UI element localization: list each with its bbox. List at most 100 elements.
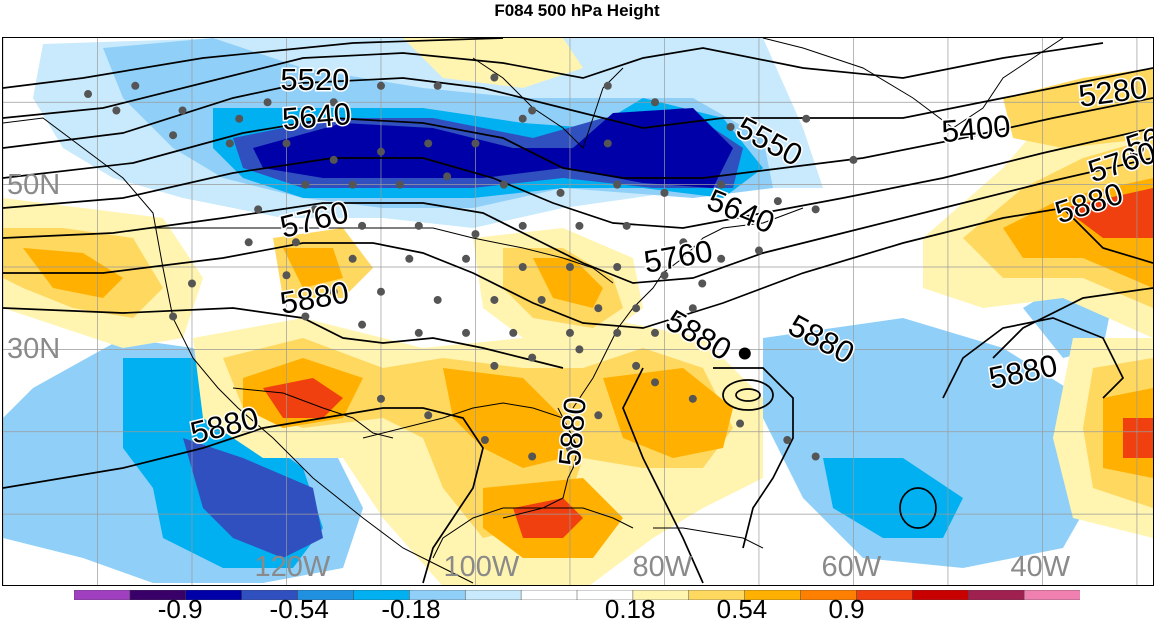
height-contour <box>3 157 1153 284</box>
observation-dot <box>376 287 385 296</box>
observation-dot <box>651 378 660 387</box>
observation-dot <box>802 114 811 123</box>
contour-label: 5760 <box>641 233 715 279</box>
observation-dot <box>395 180 404 189</box>
observation-dot <box>717 254 726 263</box>
observation-dot <box>462 254 471 263</box>
observation-dot <box>783 436 792 445</box>
observation-dot <box>528 106 537 115</box>
observation-dot <box>376 81 385 90</box>
observation-dot <box>528 353 537 362</box>
caribbean-islands <box>653 527 764 549</box>
observation-dot <box>376 147 385 156</box>
height-contour <box>3 97 1153 179</box>
contour-label: 5520 <box>280 62 349 97</box>
observation-dot <box>679 238 688 247</box>
anomaly-positive-greatlakes <box>533 258 603 308</box>
height-contour <box>3 42 1104 119</box>
observation-dot <box>773 197 782 206</box>
north-america-west-coast <box>3 117 474 584</box>
height-contour <box>722 379 774 411</box>
observation-dot <box>424 139 433 148</box>
height-contour <box>3 127 1153 229</box>
colorbar-swatch <box>1023 590 1080 600</box>
observation-dot <box>660 188 669 197</box>
florida-coast <box>557 407 579 469</box>
gulf-coast <box>362 402 579 559</box>
colorbar <box>74 590 1080 600</box>
height-contour <box>3 407 484 584</box>
contour-label: 5400 <box>940 108 1012 149</box>
observation-dot <box>518 263 527 272</box>
height-contour <box>992 287 1153 359</box>
observation-dot <box>462 328 471 337</box>
us-canada-border <box>153 227 614 284</box>
observation-dot <box>736 419 745 428</box>
colorbar-label: -0.54 <box>269 594 329 624</box>
observation-dot <box>518 221 527 230</box>
observation-dot <box>594 411 603 420</box>
height-contour <box>622 367 704 584</box>
observation-dot <box>433 295 442 304</box>
observation-dot <box>651 98 660 107</box>
observation-dot <box>575 345 584 354</box>
observation-dot <box>225 139 234 148</box>
height-contour <box>3 307 564 369</box>
anomaly-positive-north <box>1003 68 1153 148</box>
observation-dot <box>433 81 442 90</box>
observation-dot <box>594 304 603 313</box>
observation-dot <box>499 180 508 189</box>
hudson-bay <box>472 57 624 149</box>
observation-dot <box>329 155 338 164</box>
anomaly-negative-pacific <box>183 438 323 558</box>
observation-dot <box>565 444 574 453</box>
greenland <box>762 38 1064 129</box>
contour-label: 5880 <box>552 396 593 468</box>
observation-dot <box>471 139 480 148</box>
longitude-label: 40W <box>1010 551 1071 583</box>
anomaly-negative-atlantic <box>823 458 963 538</box>
observation-dot <box>424 411 433 420</box>
observation-dot <box>244 238 253 247</box>
observation-dot <box>754 246 763 255</box>
observation-dot <box>726 122 735 131</box>
height-contour <box>713 367 794 549</box>
us-mexico-border <box>232 387 394 439</box>
observation-dot <box>660 271 669 280</box>
contour-label: 5640 <box>281 96 353 137</box>
observation-dot <box>565 328 574 337</box>
observation-dot <box>187 279 196 288</box>
observation-dot <box>301 180 310 189</box>
observation-dot <box>688 394 697 403</box>
observation-dot <box>528 452 537 461</box>
observation-dot <box>575 221 584 230</box>
observation-dot <box>651 328 660 337</box>
observation-dot <box>537 295 546 304</box>
observation-dot <box>329 98 338 107</box>
observation-dot <box>131 81 140 90</box>
observation-dot <box>811 452 820 461</box>
colorbar-swatch <box>967 590 1025 600</box>
cuba <box>502 507 634 529</box>
colorbar-label: 0.54 <box>716 594 768 624</box>
observation-dot <box>632 304 641 313</box>
observation-dot <box>310 205 319 214</box>
observation-dot <box>376 394 385 403</box>
longitude-label: 60W <box>821 551 882 583</box>
observation-dot <box>414 328 423 337</box>
colorbar-swatch <box>464 590 522 600</box>
observation-dot <box>698 279 707 288</box>
anomaly-positive-east-atlantic <box>1063 188 1153 238</box>
height-contour <box>3 67 1153 149</box>
anomaly-positive-greatlakes <box>283 248 343 288</box>
anomaly-positive-east-atlantic <box>1123 418 1153 458</box>
observation-dot <box>565 263 574 272</box>
observation-dot <box>717 180 726 189</box>
observation-dot <box>603 81 612 90</box>
observation-dot <box>282 271 291 280</box>
observation-dot <box>480 436 489 445</box>
observation-dot <box>112 106 121 115</box>
observation-dot <box>291 238 300 247</box>
observation-dot <box>613 180 622 189</box>
